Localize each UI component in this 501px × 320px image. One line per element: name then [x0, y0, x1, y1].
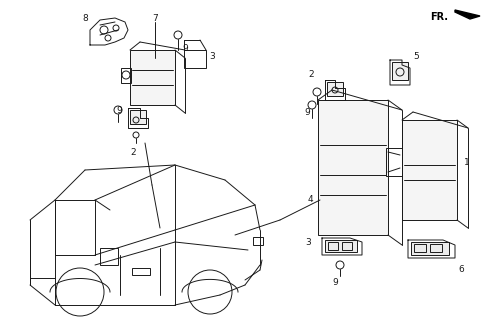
- Bar: [410, 242, 448, 255]
- Text: 3: 3: [305, 238, 310, 247]
- Bar: [132, 268, 150, 275]
- Text: 9: 9: [304, 108, 309, 117]
- Bar: [121, 68, 131, 83]
- Text: 5: 5: [412, 52, 418, 61]
- Text: 2: 2: [130, 148, 135, 157]
- Bar: [391, 62, 407, 80]
- Bar: [429, 244, 441, 252]
- Text: 2: 2: [308, 70, 313, 79]
- Text: 9: 9: [116, 106, 122, 115]
- Bar: [385, 148, 401, 176]
- Bar: [413, 244, 425, 252]
- Text: 9: 9: [331, 278, 337, 287]
- Bar: [253, 237, 263, 245]
- Bar: [324, 240, 356, 252]
- Text: 6: 6: [457, 265, 463, 274]
- Bar: [184, 50, 205, 68]
- Text: 3: 3: [208, 52, 214, 61]
- Bar: [401, 120, 456, 220]
- Bar: [327, 242, 337, 250]
- Polygon shape: [454, 10, 479, 19]
- Text: 8: 8: [82, 14, 88, 23]
- Text: FR.: FR.: [429, 12, 447, 22]
- Text: 4: 4: [308, 195, 313, 204]
- Bar: [130, 50, 175, 105]
- Text: 1: 1: [463, 158, 469, 167]
- Text: 9: 9: [182, 44, 187, 53]
- Bar: [326, 82, 342, 96]
- Text: 7: 7: [152, 14, 157, 23]
- Bar: [341, 242, 351, 250]
- Bar: [317, 100, 387, 235]
- Bar: [100, 248, 118, 265]
- Bar: [130, 110, 146, 124]
